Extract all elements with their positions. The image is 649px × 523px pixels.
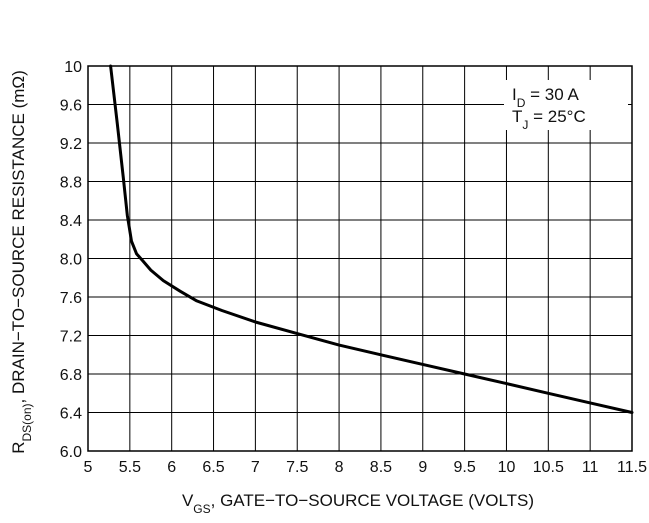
annotation-drain-current-sub: D bbox=[517, 96, 526, 110]
x-tick-label: 11.5 bbox=[617, 459, 647, 476]
annotation-junction-temp-sub: J bbox=[522, 118, 528, 132]
x-axis-label: VGS, GATE−TO−SOURCE VOLTAGE (VOLTS) bbox=[182, 491, 534, 516]
y-tick-label: 6.0 bbox=[60, 444, 82, 461]
y-tick-label: 6.4 bbox=[60, 406, 82, 423]
y-axis-label: RDS(on), DRAIN−TO−SOURCE RESISTANCE (mΩ) bbox=[9, 70, 34, 454]
x-tick-label: 7.5 bbox=[286, 459, 308, 476]
x-tick-labels: 5 5.5 6 6.5 7 7.5 8 8.5 9 9.5 10 10.5 11 11.5 bbox=[84, 459, 648, 476]
x-tick-label: 10.5 bbox=[533, 459, 564, 476]
x-tick-label: 8.5 bbox=[370, 459, 392, 476]
x-tick-label: 6.5 bbox=[202, 459, 224, 476]
y-axis-label-text: , DRAIN−TO−SOURCE RESISTANCE (mΩ) bbox=[9, 70, 28, 403]
y-tick-label: 9.2 bbox=[60, 136, 82, 153]
y-tick-label: 8.8 bbox=[60, 175, 82, 192]
annotation-drain-current: ID = 30 A bbox=[512, 85, 579, 110]
annotation-drain-current-value: = 30 A bbox=[525, 85, 579, 104]
legend-box bbox=[504, 80, 628, 130]
y-tick-label: 8.4 bbox=[60, 213, 82, 230]
x-axis-label-text: , GATE−TO−SOURCE VOLTAGE (VOLTS) bbox=[211, 491, 534, 510]
x-tick-label: 8 bbox=[335, 459, 344, 476]
x-tick-label: 6 bbox=[167, 459, 176, 476]
y-axis-label-symbol: R bbox=[9, 441, 28, 453]
x-tick-label: 10 bbox=[498, 459, 516, 476]
annotation-junction-temp: TJ = 25°C bbox=[512, 107, 586, 132]
annotation-junction-temp-symbol: T bbox=[512, 107, 522, 126]
y-tick-label: 8.0 bbox=[60, 252, 82, 269]
x-axis-label-sub: GS bbox=[193, 502, 210, 516]
annotation-drain-current-symbol: I bbox=[512, 85, 517, 104]
y-tick-label: 6.8 bbox=[60, 367, 82, 384]
y-axis-label-sub: DS(on) bbox=[20, 403, 34, 441]
x-tick-label: 5 bbox=[84, 459, 93, 476]
x-tick-label: 9.5 bbox=[453, 459, 475, 476]
series-line-rdson bbox=[109, 64, 634, 414]
x-tick-label: 7 bbox=[251, 459, 260, 476]
y-tick-label: 7.6 bbox=[60, 290, 82, 307]
y-tick-label: 7.2 bbox=[60, 329, 82, 346]
x-tick-label: 5.5 bbox=[119, 459, 141, 476]
annotation-junction-temp-value: = 25°C bbox=[528, 107, 585, 126]
x-tick-label: 9 bbox=[418, 459, 427, 476]
x-axis-label-symbol: V bbox=[182, 491, 194, 510]
y-tick-label: 9.6 bbox=[60, 98, 82, 115]
x-tick-label: 11 bbox=[582, 459, 599, 476]
y-tick-labels: 6.0 6.4 6.8 7.2 7.6 8.0 8.4 8.8 9.2 9.6 10 bbox=[60, 59, 82, 461]
y-tick-label: 10 bbox=[64, 59, 82, 76]
plot-frame bbox=[87, 65, 633, 452]
